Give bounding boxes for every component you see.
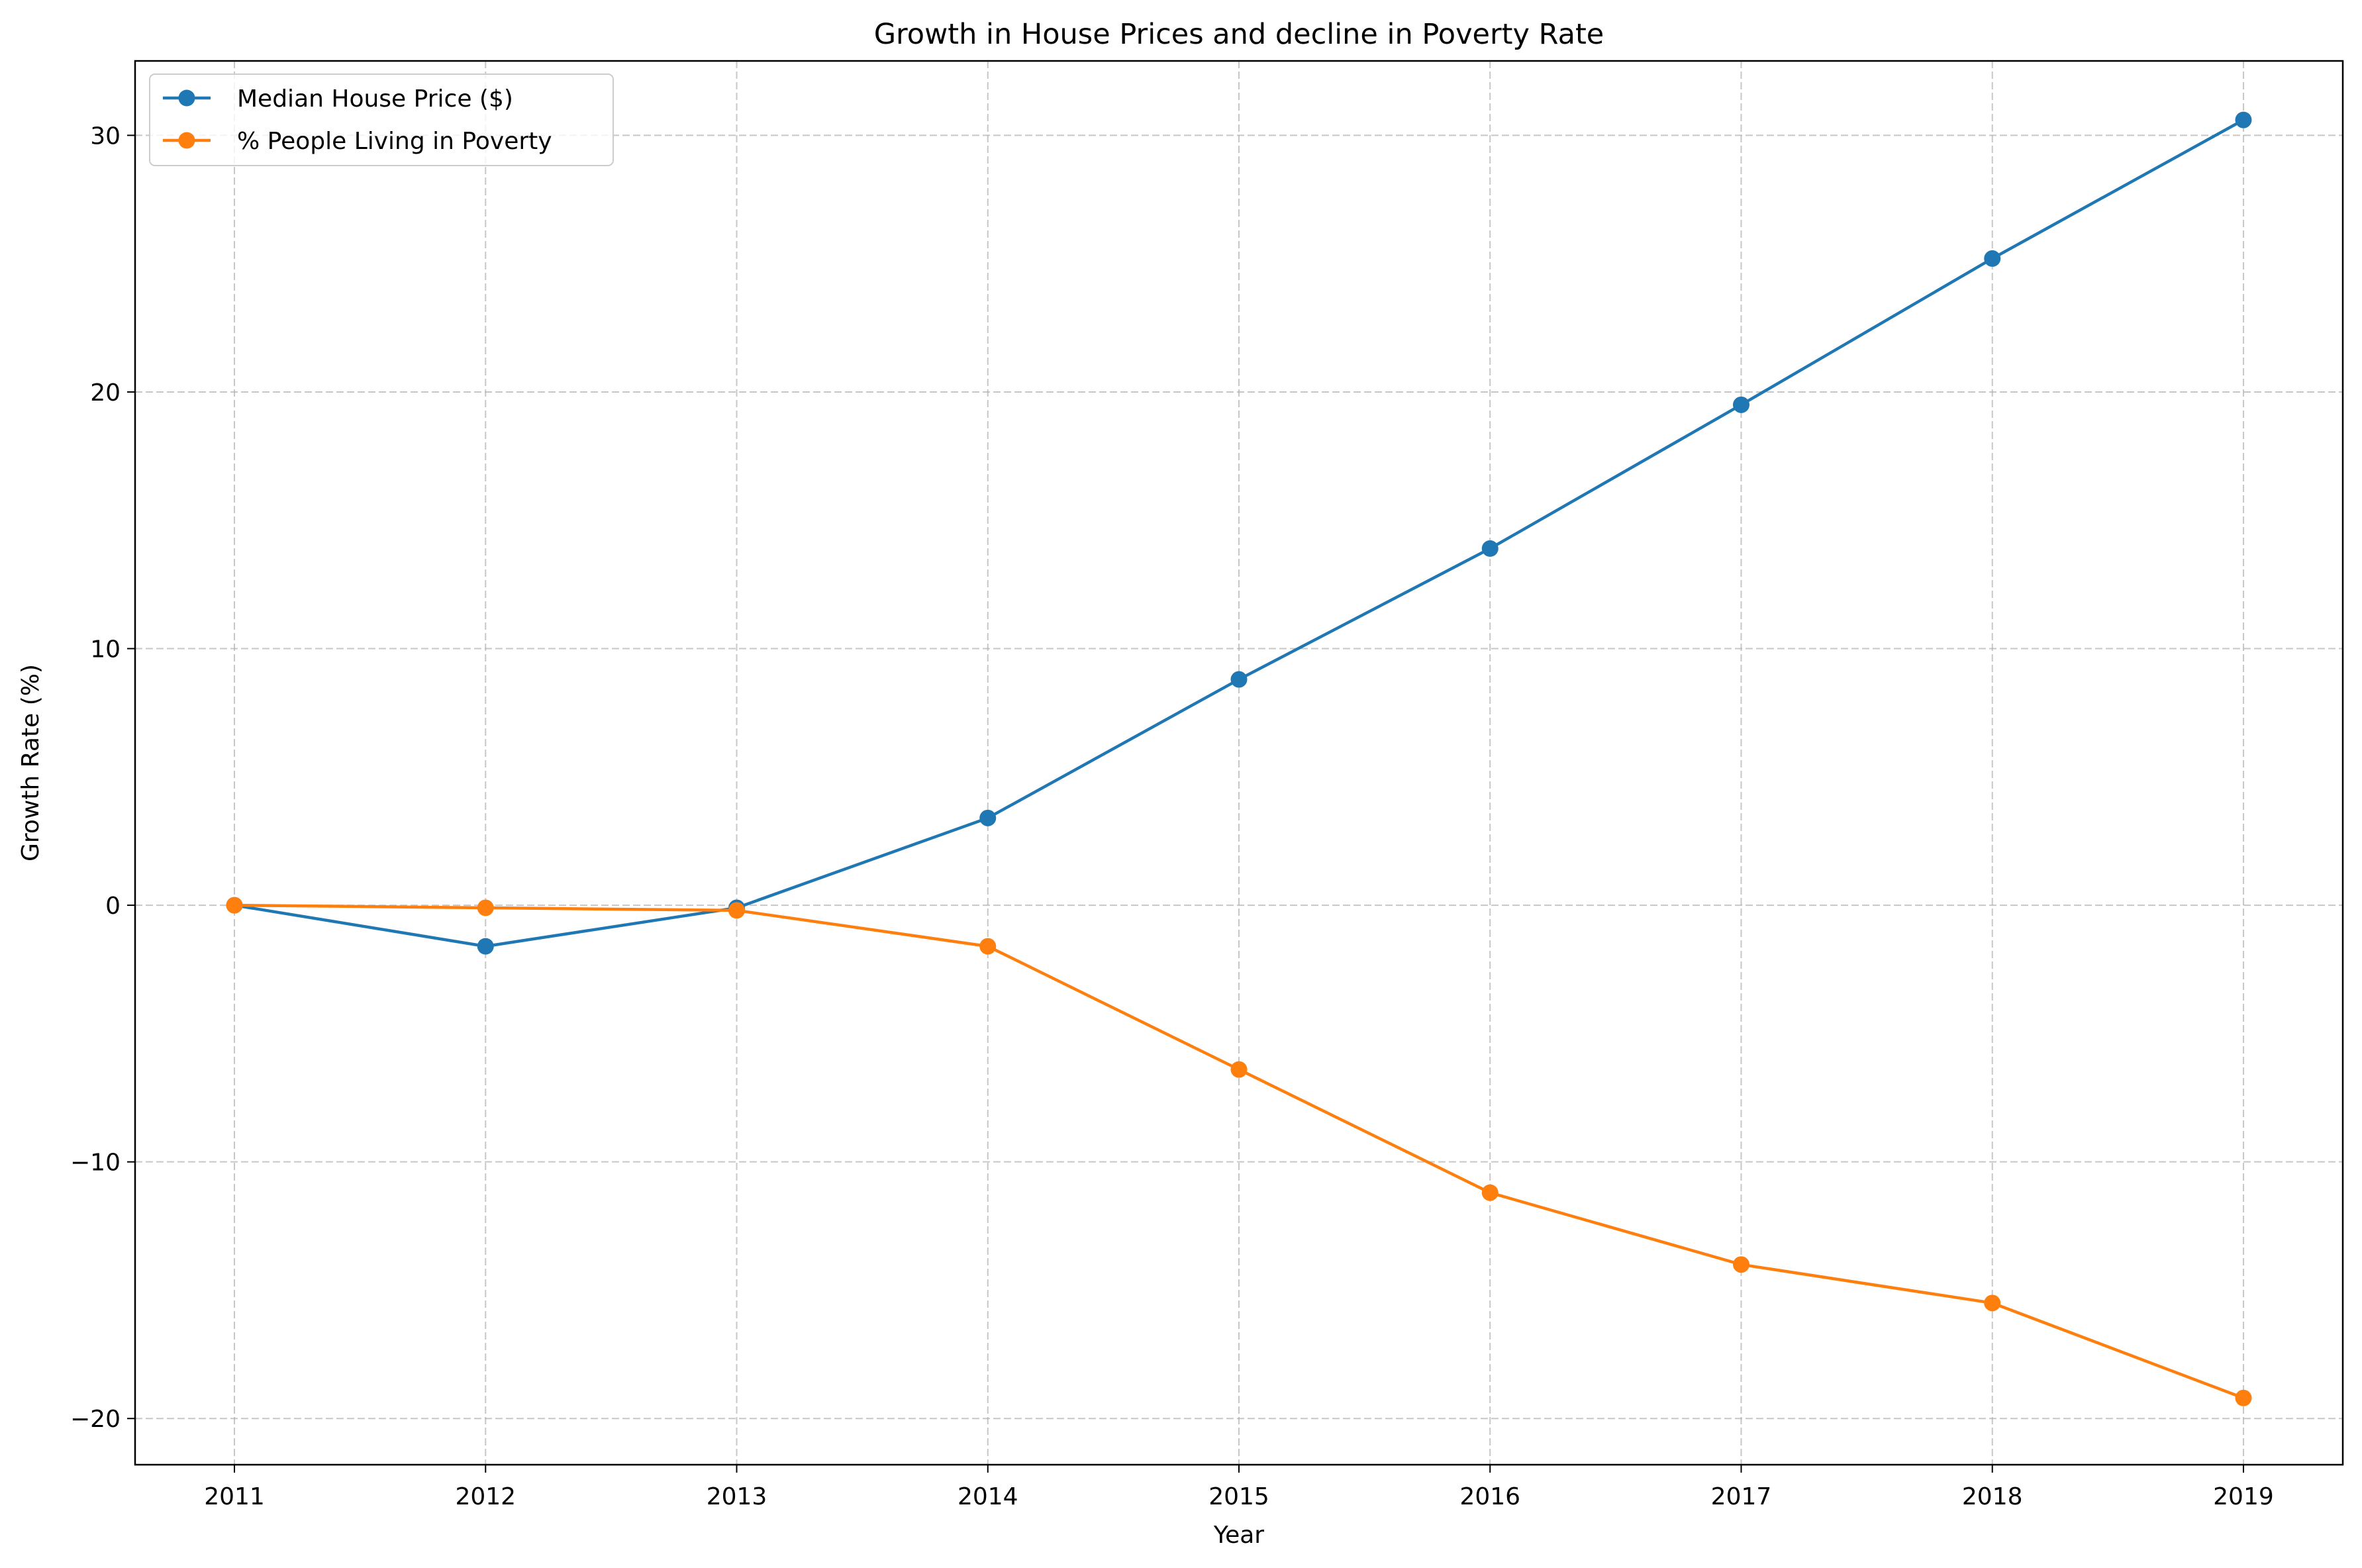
y-tick-label: 20 <box>90 379 121 407</box>
data-point <box>2235 111 2252 128</box>
data-point <box>979 809 997 826</box>
data-point <box>2235 1389 2252 1406</box>
x-tick-label: 2016 <box>1459 1483 1520 1510</box>
data-point <box>1481 540 1499 557</box>
y-tick-label: 30 <box>90 122 121 150</box>
data-point <box>1984 1295 2001 1312</box>
series-people-living-in-poverty <box>226 897 2252 1406</box>
legend-box <box>149 74 614 166</box>
axes-group: 2011 2012 2013 2014 2015 2016 2017 2018 2019 −20 −… <box>70 122 2274 1510</box>
legend-item: % People Living in Poverty <box>163 128 552 155</box>
x-tick-label: 2018 <box>1962 1483 2023 1510</box>
series-group <box>226 111 2252 1406</box>
chart-title: Growth in House Prices and decline in Po… <box>874 18 1604 51</box>
legend-item: Median House Price ($) <box>163 85 513 113</box>
y-axis-label: Growth Rate (%) <box>17 664 44 861</box>
x-tick-label: 2017 <box>1711 1483 1772 1510</box>
x-axis-label: Year <box>1213 1522 1264 1549</box>
legend-label: % People Living in Poverty <box>237 128 552 155</box>
data-point <box>979 938 997 955</box>
x-tick-label: 2015 <box>1208 1483 1269 1510</box>
data-point <box>1230 671 1248 688</box>
data-point <box>226 897 243 914</box>
legend-marker <box>178 132 195 149</box>
data-point <box>1230 1061 1248 1078</box>
x-tick-label: 2012 <box>455 1483 516 1510</box>
data-point <box>1984 250 2001 267</box>
data-point <box>477 899 494 916</box>
x-tick-label: 2014 <box>958 1483 1018 1510</box>
data-point <box>1481 1184 1499 1201</box>
data-point <box>1732 396 1749 413</box>
grid-lines <box>135 61 2343 1465</box>
legend-label: Median House Price ($) <box>237 85 513 113</box>
y-tick-label: 10 <box>90 636 121 663</box>
x-tick-label: 2019 <box>2213 1483 2274 1510</box>
y-tick-label: −20 <box>70 1406 121 1433</box>
x-tick-label: 2013 <box>707 1483 767 1510</box>
data-point <box>477 938 494 955</box>
data-point <box>1732 1256 1749 1273</box>
legend-marker <box>178 89 195 107</box>
data-point <box>728 902 746 919</box>
y-tick-label: −10 <box>70 1150 121 1177</box>
x-tick-label: 2011 <box>204 1483 265 1510</box>
y-tick-label: 0 <box>105 893 121 920</box>
legend: Median House Price ($) % People Living in… <box>149 74 614 166</box>
